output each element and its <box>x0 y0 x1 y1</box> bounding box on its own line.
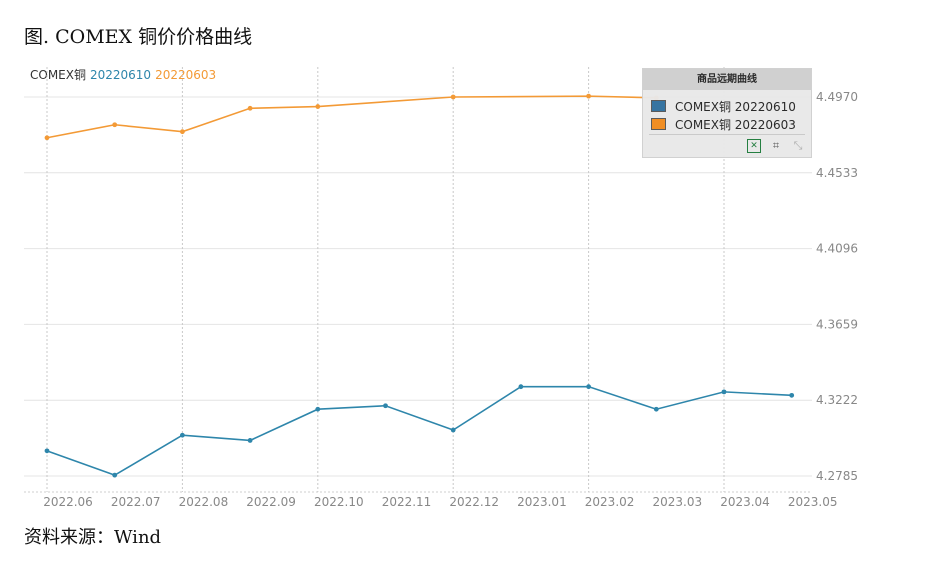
series-header-label: COMEX铜 <box>30 68 86 82</box>
legend-item-20220603[interactable]: COMEX铜 20220603 <box>651 116 796 132</box>
legend-swatch-20220603 <box>651 118 666 130</box>
data-point <box>518 384 524 390</box>
legend-separator <box>649 134 805 135</box>
data-point <box>180 129 185 135</box>
x-tick-label: 2023.04 <box>720 495 770 509</box>
legend-item-20220610[interactable]: COMEX铜 20220610 <box>651 98 796 114</box>
x-tick-label: 2023.02 <box>585 495 635 509</box>
x-tick-label: 2022.07 <box>111 495 161 509</box>
y-tick-label: 4.4533 <box>816 166 858 180</box>
y-tick-label: 4.4970 <box>816 90 858 104</box>
data-point <box>450 94 456 100</box>
data-point <box>315 104 321 109</box>
x-tick-label: 2023.05 <box>788 495 838 509</box>
x-tick-label: 2022.09 <box>246 495 296 509</box>
x-tick-label: 2022.11 <box>382 495 432 509</box>
y-tick-label: 4.3659 <box>816 317 858 331</box>
y-tick-label: 4.4096 <box>816 242 858 256</box>
data-point <box>180 432 185 438</box>
x-tick-label: 2023.01 <box>517 495 567 509</box>
source-note: 资料来源：Wind <box>24 527 162 548</box>
legend-swatch-20220610 <box>651 100 666 112</box>
x-tick-label: 2022.06 <box>43 495 93 509</box>
figure-title: 图. COMEX 铜价价格曲线 <box>24 26 253 48</box>
series-line-0 <box>46 385 792 477</box>
data-point <box>44 135 50 141</box>
data-point <box>653 406 659 412</box>
data-point <box>586 93 591 99</box>
series-header-20220603[interactable]: 20220603 <box>155 68 217 82</box>
data-point <box>721 389 727 395</box>
data-point <box>586 384 591 390</box>
data-point <box>789 392 795 398</box>
series-line-1 <box>46 95 657 139</box>
x-tick-label: 2022.12 <box>449 495 499 509</box>
excel-export-icon[interactable]: ✕ <box>747 139 761 153</box>
data-point <box>450 427 456 433</box>
data-point <box>383 403 388 409</box>
legend-title: 商品远期曲线 <box>643 69 811 90</box>
series-header: COMEX铜 20220610 20220603 <box>30 66 220 83</box>
data-point <box>315 406 321 412</box>
data-point <box>112 472 118 478</box>
y-tick-label: 4.2785 <box>816 469 858 483</box>
legend-panel[interactable]: 商品远期曲线 COMEX铜 20220610 COMEX铜 20220603 ✕… <box>642 68 812 158</box>
x-tick-label: 2023.03 <box>652 495 702 509</box>
data-point <box>247 105 253 111</box>
legend-label-20220603: COMEX铜 20220603 <box>675 117 796 132</box>
x-tick-label: 2022.10 <box>314 495 364 509</box>
y-tick-label: 4.3222 <box>816 393 858 407</box>
series-header-20220610[interactable]: 20220610 <box>89 68 152 82</box>
data-point <box>44 448 50 454</box>
reset-icon[interactable]: ⤡ <box>793 139 803 152</box>
crop-icon[interactable]: ⌗ <box>772 139 780 152</box>
x-tick-label: 2022.08 <box>179 495 229 509</box>
data-point <box>247 438 253 443</box>
legend-label-20220610: COMEX铜 20220610 <box>675 99 796 114</box>
legend-toolbar: ✕ ⌗ ⤡ <box>747 139 805 153</box>
data-point <box>112 122 118 128</box>
